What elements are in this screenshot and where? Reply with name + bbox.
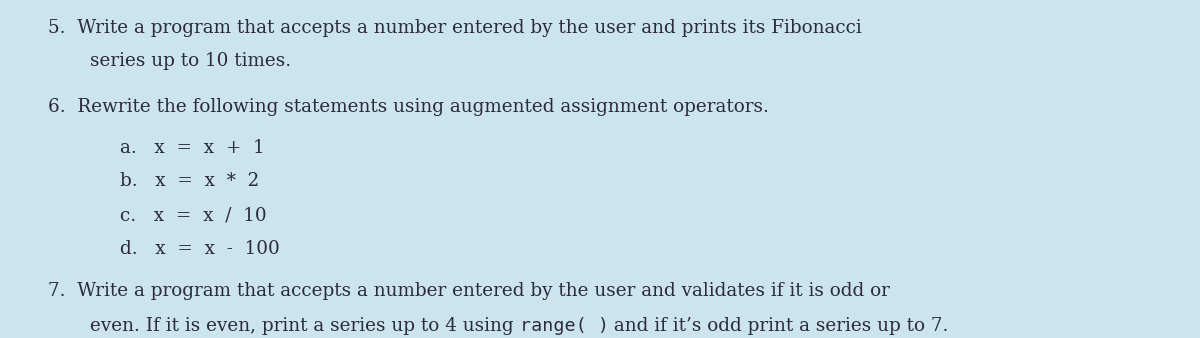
Text: 7.  Write a program that accepts a number entered by the user and validates if i: 7. Write a program that accepts a number…	[48, 282, 890, 300]
Text: a.   x  =  x  +  1: a. x = x + 1	[120, 139, 265, 156]
Text: c.   x  =  x  /  10: c. x = x / 10	[120, 206, 266, 224]
Text: b.   x  =  x  *  2: b. x = x * 2	[120, 172, 259, 190]
Text: 5.  Write a program that accepts a number entered by the user and prints its Fib: 5. Write a program that accepts a number…	[48, 19, 862, 37]
Text: and if it’s odd print a series up to 7.: and if it’s odd print a series up to 7.	[608, 317, 949, 335]
Text: 6.  Rewrite the following statements using augmented assignment operators.: 6. Rewrite the following statements usin…	[48, 98, 769, 116]
Text: even. If it is even, print a series up to 4 using: even. If it is even, print a series up t…	[90, 317, 520, 335]
Text: d.   x  =  x  -  100: d. x = x - 100	[120, 240, 280, 258]
Text: series up to 10 times.: series up to 10 times.	[90, 52, 292, 70]
Text: range( ): range( )	[520, 317, 608, 335]
